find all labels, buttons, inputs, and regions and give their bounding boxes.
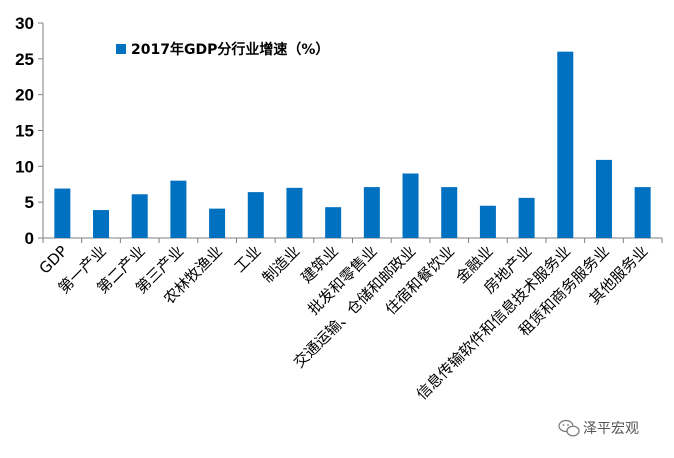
bar bbox=[557, 51, 574, 238]
bar-series bbox=[54, 51, 651, 238]
x-tick-label: 工业 bbox=[231, 242, 265, 276]
bar bbox=[441, 187, 458, 238]
legend-label: 2017年GDP分行业增速（%） bbox=[131, 41, 329, 58]
bar bbox=[595, 159, 612, 238]
y-tick-label: 0 bbox=[25, 229, 34, 248]
y-tick-label: 15 bbox=[15, 122, 34, 141]
x-tick-label: 制造业 bbox=[259, 242, 304, 287]
bar bbox=[209, 208, 226, 238]
bar bbox=[479, 205, 496, 238]
bar bbox=[363, 187, 380, 238]
y-tick-label: 25 bbox=[15, 50, 34, 69]
bar bbox=[131, 194, 148, 238]
bar bbox=[518, 197, 535, 238]
y-tick-label: 30 bbox=[15, 14, 34, 33]
watermark: 泽平宏观 bbox=[558, 419, 639, 437]
bar bbox=[634, 187, 651, 238]
y-tick-label: 10 bbox=[15, 157, 34, 176]
bar bbox=[286, 187, 303, 238]
bar bbox=[54, 188, 71, 238]
watermark-text: 泽平宏观 bbox=[583, 421, 639, 437]
y-tick-label: 5 bbox=[25, 193, 34, 212]
legend-swatch bbox=[116, 44, 126, 54]
y-tick-label: 20 bbox=[15, 86, 34, 105]
bar bbox=[170, 180, 187, 238]
bar bbox=[402, 173, 419, 238]
bar bbox=[247, 192, 264, 238]
y-axis: 0 5 10 15 20 25 30 bbox=[15, 14, 44, 248]
legend: 2017年GDP分行业增速（%） bbox=[116, 41, 329, 58]
bar bbox=[93, 210, 110, 238]
wechat-icon bbox=[558, 419, 580, 437]
bar bbox=[325, 207, 342, 238]
